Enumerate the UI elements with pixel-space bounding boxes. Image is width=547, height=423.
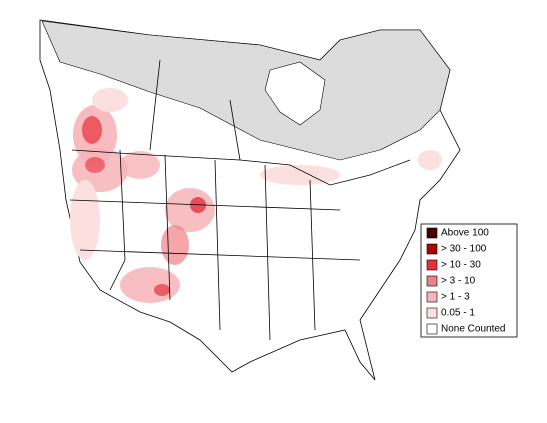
legend-swatch <box>426 227 438 239</box>
legend-label: Above 100 <box>441 228 489 239</box>
legend-swatch <box>426 307 438 319</box>
legend-label: None Counted <box>441 324 506 335</box>
legend-label: > 30 - 100 <box>441 244 487 255</box>
legend: Above 100 > 30 - 100 > 10 - 30 > 3 - 10 > 1 … <box>426 227 506 335</box>
unsurveyed-north <box>41 20 451 161</box>
hudson-bay <box>264 61 326 126</box>
legend-label: 0.05 - 1 <box>441 308 475 319</box>
legend-swatch <box>426 323 438 335</box>
legend-label: > 3 - 10 <box>441 276 476 287</box>
legend-label: > 10 - 30 <box>441 260 481 271</box>
legend-swatch <box>426 259 438 271</box>
legend-swatch <box>426 291 438 303</box>
boundaries <box>69 59 411 341</box>
legend-label: > 1 - 3 <box>441 292 470 303</box>
legend-swatch <box>426 275 438 287</box>
legend-swatch <box>426 243 438 255</box>
